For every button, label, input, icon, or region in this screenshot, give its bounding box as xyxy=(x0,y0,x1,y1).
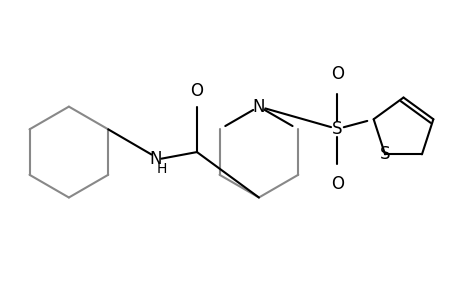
Text: S: S xyxy=(379,145,389,163)
Text: H: H xyxy=(157,162,167,176)
Text: O: O xyxy=(190,82,203,100)
Text: N: N xyxy=(149,150,162,168)
Text: S: S xyxy=(331,120,342,138)
Text: O: O xyxy=(330,65,343,83)
Text: O: O xyxy=(330,175,343,193)
Text: N: N xyxy=(252,98,264,116)
